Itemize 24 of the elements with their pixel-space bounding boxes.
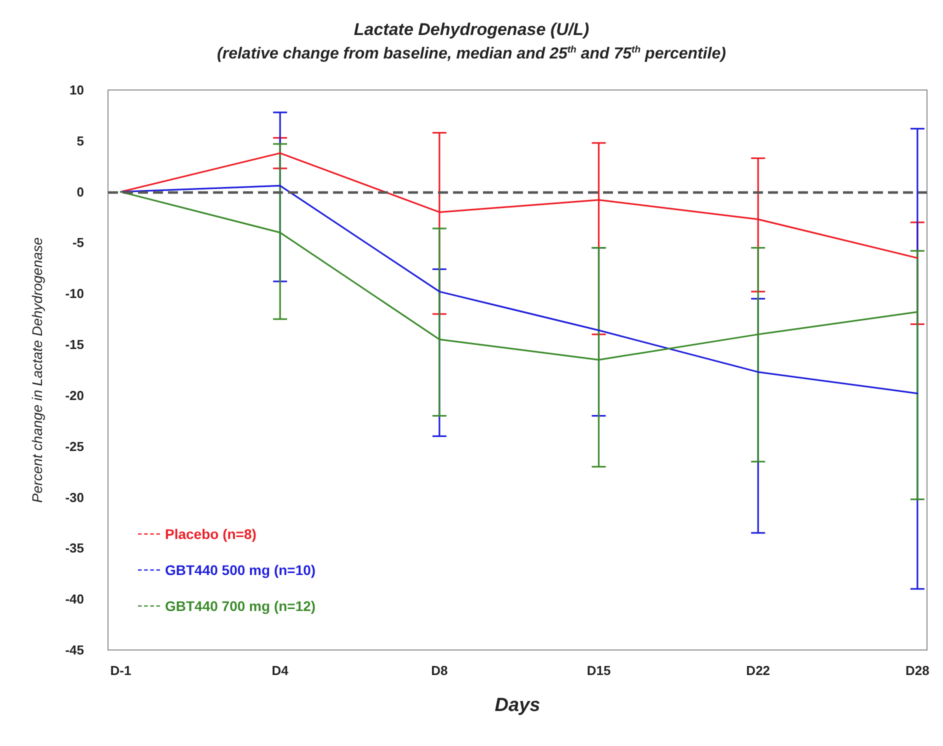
y-tick-label: -40 — [65, 592, 84, 607]
x-tick-label: D4 — [272, 663, 290, 678]
x-tick-label: D-1 — [110, 663, 132, 678]
y-tick-label: -25 — [65, 438, 84, 454]
y-tick-label: -20 — [65, 388, 84, 403]
y-tick-label: 10 — [70, 82, 84, 98]
legend-label: GBT440 500 mg (n=10) — [165, 562, 316, 578]
y-axis-title: Percent change in Lactate Dehydrogenase — [29, 237, 45, 503]
y-tick-label: -15 — [65, 337, 84, 352]
x-tick-label: D15 — [586, 663, 611, 678]
legend-label: Placebo (n=8) — [165, 526, 256, 542]
x-tick-label: D28 — [906, 663, 930, 678]
x-tick-label: D22 — [746, 663, 770, 678]
y-tick-label: 0 — [76, 184, 84, 200]
y-tick-label: 5 — [76, 133, 84, 148]
y-tick-label: -10 — [65, 286, 84, 302]
y-tick-label: -45 — [65, 642, 84, 658]
x-axis-title: Days — [494, 695, 540, 716]
y-tick-label: -5 — [72, 235, 84, 250]
y-tick-label: -35 — [65, 540, 84, 556]
chart-title: Lactate Dehydrogenase (U/L) — [354, 20, 590, 39]
y-tick-label: -30 — [65, 490, 84, 505]
legend-label: GBT440 700 mg (n=12) — [165, 598, 316, 614]
x-tick-label: D8 — [431, 663, 448, 678]
